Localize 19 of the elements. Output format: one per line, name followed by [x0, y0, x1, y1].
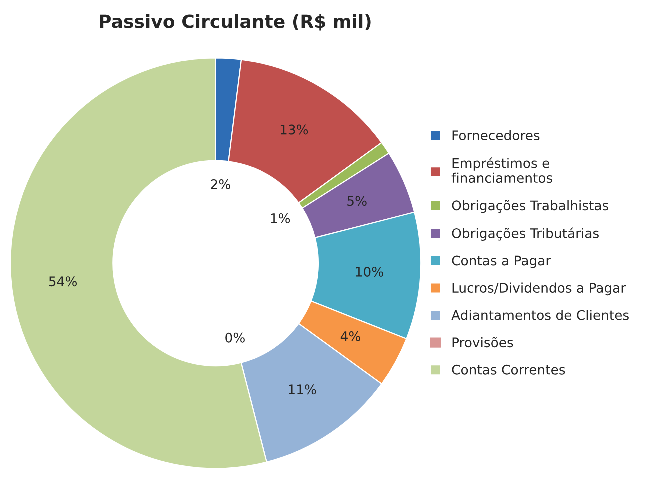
legend-label: Fornecedores: [452, 130, 540, 141]
legend-label: Adiantamentos de Clientes: [452, 310, 629, 320]
legend-label: Provisões: [452, 337, 514, 348]
legend-label: Contas Correntes: [452, 364, 566, 375]
data-label: 2%: [211, 179, 230, 190]
text: 0%: [226, 332, 245, 343]
data-label: 54%: [49, 276, 78, 287]
legend-label: Obrigações Tributárias: [452, 228, 599, 241]
legend-label: Lucros/Dividendos a Pagar: [452, 282, 626, 296]
legend-label: Obrigações Trabalhistas: [452, 200, 609, 214]
data-label: 13%: [280, 124, 308, 135]
data-label: 11%: [289, 384, 316, 395]
chart-title: Passivo Circulante (R$ mil): [100, 14, 371, 31]
data-label: 1%: [271, 213, 290, 224]
data-label: 10%: [356, 266, 384, 277]
legend-label: Contas a Pagar: [452, 256, 552, 268]
data-label: 5%: [348, 196, 367, 206]
legend-label: Empréstimos e financiamentos: [452, 158, 552, 184]
data-label: 4%: [340, 331, 360, 342]
